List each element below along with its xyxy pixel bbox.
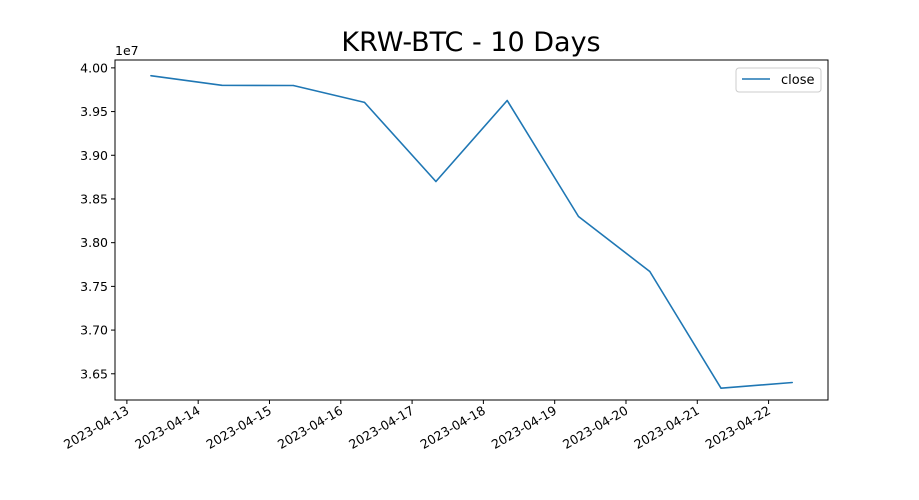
data-point — [720, 387, 722, 389]
data-point — [577, 215, 580, 218]
x-tick-label: 2023-04-17 — [346, 403, 416, 452]
x-tick-label: 2023-04-21 — [631, 403, 701, 452]
legend-label-close: close — [781, 73, 814, 88]
x-tick-label: 2023-04-13 — [61, 403, 131, 452]
legend: close — [735, 67, 822, 93]
plot-frame — [114, 59, 829, 401]
x-tick-label: 2023-04-16 — [275, 403, 345, 452]
chart-title: KRW-BTC - 10 Days — [341, 27, 600, 58]
x-tick-label: 2023-04-15 — [204, 403, 274, 452]
legend-box — [735, 67, 822, 93]
plot-area — [114, 59, 829, 401]
data-point — [363, 101, 366, 103]
data-point — [791, 381, 794, 384]
x-axis: 2023-04-13 2023-04-14 2023-04-15 2023-04-16… — [61, 400, 773, 452]
x-tick-label: 2023-04-18 — [417, 403, 487, 452]
x-tick-label: 2023-04-22 — [703, 403, 773, 452]
y-tick-label: 3.65 — [80, 366, 108, 381]
series-line-close — [150, 74, 793, 390]
y-tick-label: 3.85 — [80, 191, 108, 206]
y-tick-label: 3.95 — [80, 104, 108, 119]
y-tick-label: 3.90 — [80, 148, 108, 163]
x-tick-label: 2023-04-14 — [132, 403, 202, 452]
y-offset-label: 1e7 — [115, 43, 139, 58]
y-tick-label: 3.80 — [80, 235, 108, 250]
data-point — [649, 270, 651, 273]
x-tick-label: 2023-04-20 — [560, 403, 630, 452]
y-tick-label: 3.70 — [80, 323, 108, 338]
data-point — [150, 75, 152, 77]
data-point — [435, 180, 437, 183]
data-point — [221, 84, 223, 86]
y-tick-label: 4.00 — [80, 60, 108, 75]
y-tick-label: 3.75 — [80, 279, 108, 294]
y-axis: 3.65 3.70 3.75 3.80 3.85 3.90 3.95 4.00 — [80, 60, 115, 381]
x-tick-label: 2023-04-19 — [489, 403, 559, 452]
data-point — [292, 84, 294, 87]
data-point — [506, 99, 508, 102]
series-layer — [150, 74, 794, 390]
